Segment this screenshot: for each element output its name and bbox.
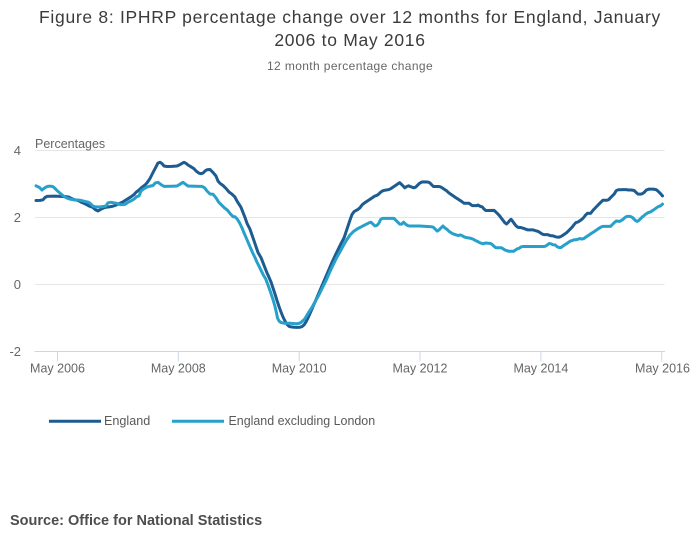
svg-text:May 2016: May 2016 [635,362,690,376]
svg-text:-2: -2 [9,344,21,359]
svg-text:0: 0 [14,277,21,292]
svg-text:May 2012: May 2012 [393,362,448,376]
svg-text:May 2010: May 2010 [272,362,327,376]
svg-text:England excluding London: England excluding London [229,414,376,428]
svg-text:4: 4 [14,143,21,158]
svg-text:2: 2 [14,210,21,225]
svg-text:Percentages: Percentages [35,137,105,151]
svg-text:May 2006: May 2006 [30,362,85,376]
svg-text:England: England [104,414,150,428]
svg-text:May 2014: May 2014 [513,362,568,376]
svg-text:May 2008: May 2008 [151,362,206,376]
